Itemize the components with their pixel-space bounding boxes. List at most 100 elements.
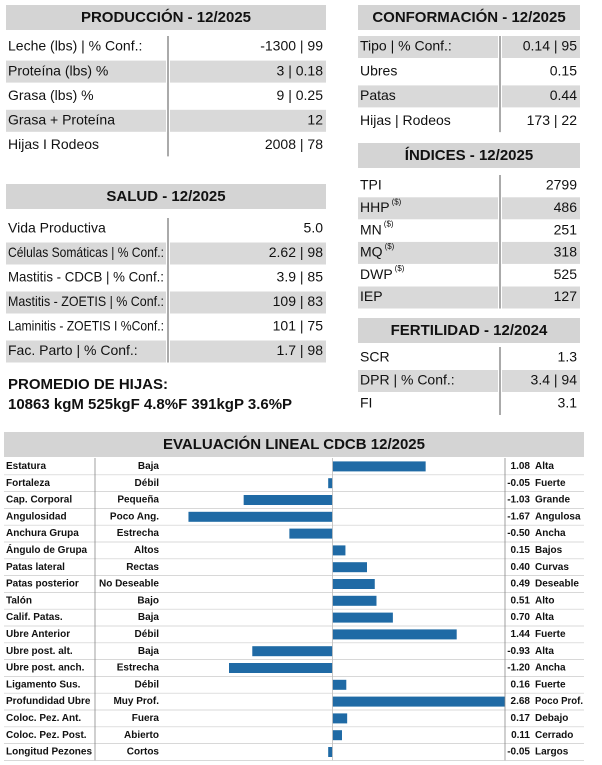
- trait-name: Coloc. Pez. Post.: [6, 730, 87, 741]
- high-label: Ancha: [535, 663, 566, 674]
- row-value: 101 | 75: [273, 318, 324, 334]
- high-label: Curvas: [535, 562, 569, 573]
- trait-name: Patas posterior: [6, 579, 79, 590]
- row-label: Ubres: [360, 62, 397, 78]
- trait-name: Patas lateral: [6, 562, 65, 573]
- trait-name: Coloc. Pez. Ant.: [6, 713, 81, 724]
- trait-name: Ubre post. alt.: [6, 646, 73, 657]
- low-label: No Deseable: [99, 579, 159, 590]
- low-label: Altos: [134, 545, 159, 556]
- value-label: 0.70: [511, 612, 531, 623]
- section-title: SALUD - 12/2025: [106, 188, 225, 205]
- row-shade: [6, 109, 166, 132]
- row-sup: ($): [385, 242, 395, 251]
- row-shade: [170, 291, 326, 314]
- section-header: [6, 184, 326, 209]
- row-label: Mastitis - CDCB | % Conf.:: [8, 269, 164, 285]
- bar: [332, 595, 377, 606]
- row-shade: [358, 197, 498, 220]
- row-value: 173 | 22: [527, 112, 578, 128]
- row-value: 2.62 | 98: [269, 244, 323, 260]
- section-title: ÍNDICES - 12/2025: [405, 147, 533, 164]
- high-label: Ancha: [535, 528, 566, 539]
- row-label: Leche (lbs) | % Conf.:: [8, 38, 142, 54]
- row-value: 0.15: [550, 62, 577, 78]
- row-label: IEP: [360, 288, 383, 304]
- section-header: [358, 318, 580, 343]
- row-label: Hijas | Rodeos: [360, 112, 451, 128]
- low-label: Rectas: [126, 562, 159, 573]
- section-header: [358, 143, 580, 168]
- value-label: 0.15: [511, 545, 531, 556]
- low-label: Baja: [138, 461, 160, 472]
- row-label: Grasa (lbs) %: [8, 87, 94, 103]
- bar: [252, 646, 333, 657]
- section-header: [358, 5, 580, 30]
- row-label: Laminitis - ZOETIS I %Conf.:: [8, 318, 164, 334]
- row-shade: [358, 36, 498, 58]
- low-label: Débil: [135, 629, 160, 640]
- section-title: CONFORMACIÓN - 12/2025: [372, 8, 565, 26]
- row-value: 109 | 83: [273, 293, 324, 309]
- row-shade: [502, 370, 580, 392]
- high-label: Fuerte: [535, 478, 566, 489]
- row-label: TPI: [360, 177, 382, 193]
- row-shade: [6, 340, 166, 363]
- high-label: Debajo: [535, 713, 568, 724]
- bar: [332, 713, 348, 724]
- row-shade: [358, 85, 498, 108]
- row-value: -1300 | 99: [260, 38, 323, 54]
- bar: [332, 461, 426, 472]
- trait-name: Cap. Corporal: [6, 495, 72, 506]
- high-label: Grande: [535, 495, 570, 506]
- row-value: 2008 | 78: [265, 136, 323, 152]
- low-label: Estrecha: [117, 663, 160, 674]
- row-label: Fac. Parto | % Conf.:: [8, 342, 138, 358]
- row-label: Tipo | % Conf.:: [360, 38, 452, 54]
- row-label: DWP ($): [360, 264, 405, 282]
- row-value: 3.4 | 94: [531, 372, 578, 388]
- row-value: 525: [554, 266, 578, 282]
- row-value: 2799: [546, 177, 577, 193]
- row-value: 3.1: [558, 395, 578, 411]
- trait-name: Profundidad Ubre: [6, 696, 91, 707]
- row-sup: ($): [392, 197, 402, 206]
- value-label: -0.50: [507, 528, 530, 539]
- row-value: 9 | 0.25: [277, 87, 324, 103]
- row-shade: [358, 286, 498, 309]
- trait-name: Ángulo de Grupa: [6, 543, 88, 556]
- row-label: Grasa + Proteína: [8, 112, 115, 128]
- trait-name: Fortaleza: [6, 478, 50, 489]
- bar: [328, 478, 333, 489]
- value-label: -0.05: [507, 747, 530, 758]
- row-label: Células Somáticas | % Conf.:: [8, 244, 164, 260]
- value-label: 0.51: [511, 595, 531, 606]
- row-value: 127: [554, 288, 578, 304]
- high-label: Poco Prof.: [535, 696, 583, 707]
- bar: [332, 545, 346, 556]
- bar: [289, 528, 333, 539]
- row-shade: [170, 242, 326, 265]
- row-label: Proteína (lbs) %: [8, 62, 108, 78]
- row-label: MN ($): [360, 220, 394, 238]
- row-shade: [502, 85, 580, 108]
- value-label: -1.67: [507, 511, 530, 522]
- value-label: 0.16: [511, 679, 531, 690]
- low-label: Baja: [138, 612, 160, 623]
- high-label: Bajos: [535, 545, 563, 556]
- section-header: [6, 5, 326, 30]
- row-shade: [502, 36, 580, 58]
- value-label: 1.08: [511, 461, 531, 472]
- row-label: Patas: [360, 87, 396, 103]
- row-shade: [6, 242, 166, 265]
- row-label: FI: [360, 395, 372, 411]
- row-shade: [6, 60, 166, 83]
- low-label: Poco Ang.: [110, 511, 159, 522]
- trait-name: Angulosidad: [6, 511, 67, 522]
- row-shade: [502, 286, 580, 309]
- row-label: Hijas I Rodeos: [8, 136, 99, 152]
- row-value: 5.0: [304, 220, 324, 236]
- row-value: 1.7 | 98: [277, 342, 324, 358]
- row-shade: [6, 291, 166, 314]
- low-label: Fuera: [132, 713, 160, 724]
